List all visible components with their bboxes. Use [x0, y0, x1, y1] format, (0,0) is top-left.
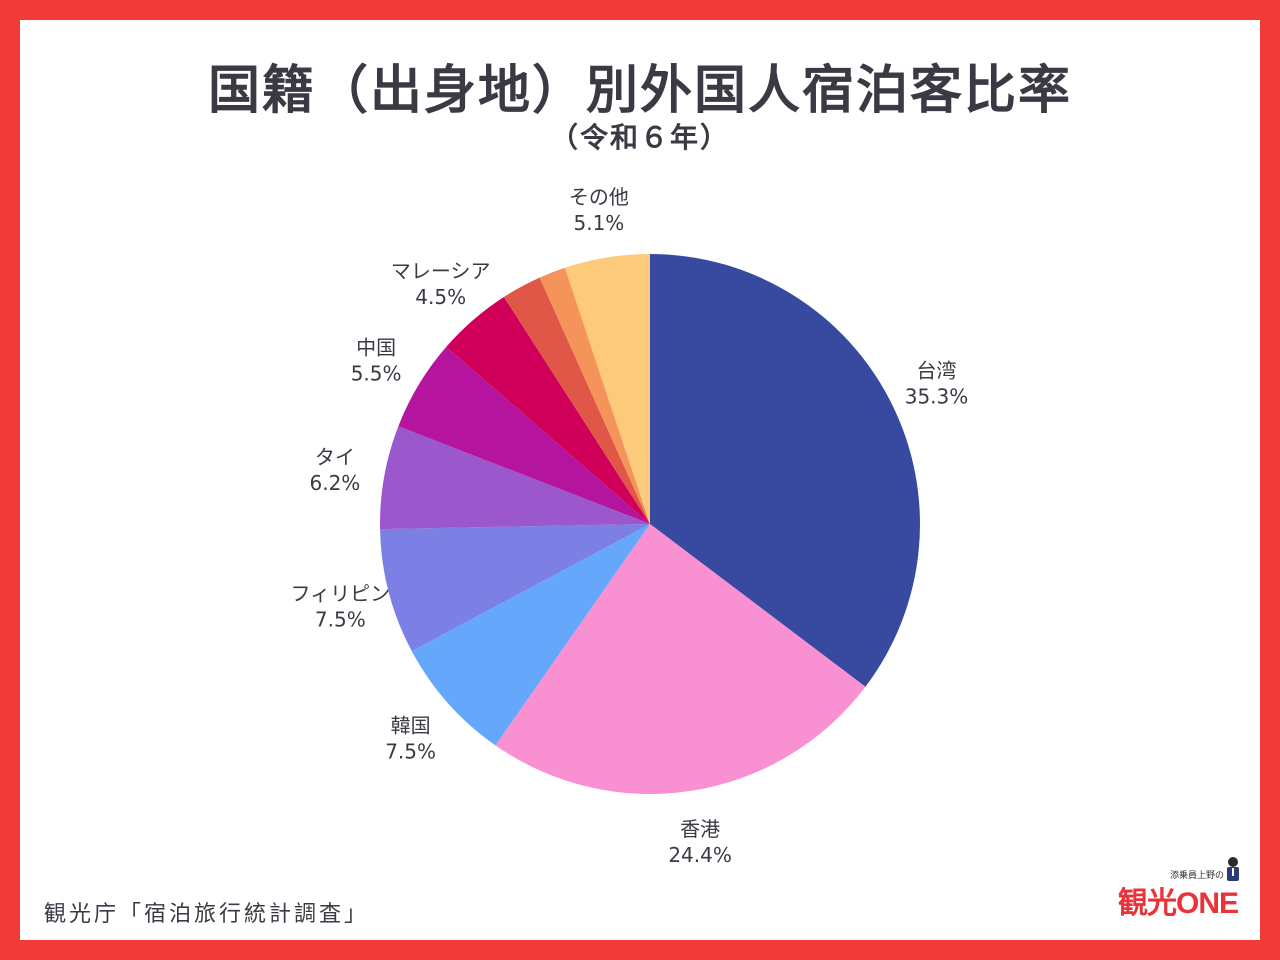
- pie-slice-9: [539, 267, 650, 524]
- slice-value-label-4: 7.5%: [315, 608, 366, 632]
- pie-slice-6: [398, 346, 650, 524]
- source-note: 観光庁「宿泊旅行統計調査」: [44, 902, 370, 927]
- slice-label-4: フィリピン: [290, 582, 390, 606]
- slice-value-label-5: 6.2%: [309, 471, 360, 495]
- slice-label-5: タイ: [315, 445, 355, 469]
- slice-label-3: 韓国: [391, 713, 431, 737]
- slice-label-1: 台湾: [917, 358, 957, 382]
- chart-subtitle: （令和６年）: [549, 121, 730, 154]
- pie-slice-1: [650, 254, 920, 687]
- slice-value-label-3: 7.5%: [385, 739, 436, 763]
- slice-label-7: マレーシア: [391, 259, 491, 283]
- slice-label-6: 中国: [356, 336, 396, 360]
- pie-slice-4: [380, 524, 650, 652]
- pie-slice-2: [495, 524, 866, 795]
- pie-slice-7: [446, 296, 650, 524]
- slice-value-label-6: 5.5%: [351, 362, 402, 386]
- logo-text: 観光ONE: [1118, 887, 1239, 920]
- brand-logo: 添乗員上野の 観光ONE: [1114, 856, 1254, 920]
- slice-label-2: 香港: [680, 817, 720, 841]
- pie-slice-8: [503, 277, 650, 524]
- slice-value-label-2: 24.4%: [668, 843, 732, 867]
- pie-slice-5: [380, 426, 650, 530]
- pie-slice-3: [411, 524, 650, 746]
- pie-slice-10: [564, 254, 650, 524]
- slice-value-label-1: 35.3%: [905, 384, 969, 408]
- guide-person-icon: [1227, 857, 1239, 881]
- slice-value-label-10: 5.1%: [573, 211, 624, 235]
- chart-title: 国籍（出身地）別外国人宿泊客比率: [207, 61, 1072, 121]
- logo-tagline: 添乗員上野の: [1169, 871, 1224, 881]
- slice-label-10: その他: [569, 185, 629, 209]
- slice-value-label-7: 4.5%: [415, 285, 466, 309]
